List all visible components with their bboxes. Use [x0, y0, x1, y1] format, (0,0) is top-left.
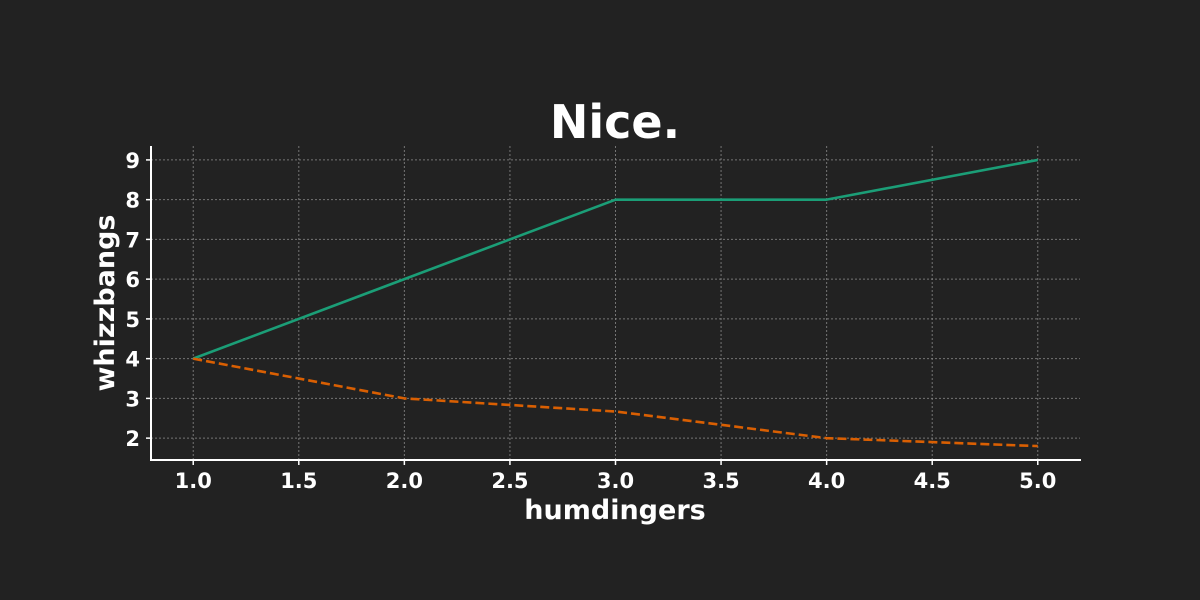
x-tick-label: 5.0 [1019, 469, 1056, 493]
x-ticks: 1.0 1.5 2.0 2.5 3.0 3.5 4.0 4.5 5.0 [175, 460, 1056, 493]
y-tick-label: 2 [125, 427, 140, 451]
x-tick-label: 4.0 [808, 469, 845, 493]
y-tick-label: 4 [125, 348, 140, 372]
x-tick-label: 2.5 [491, 469, 528, 493]
x-tick-label: 1.5 [280, 469, 317, 493]
y-tick-label: 3 [125, 387, 140, 411]
y-tick-label: 5 [125, 308, 140, 332]
series-lines [192, 158, 1039, 448]
series-line-1 [192, 158, 1039, 360]
y-axis-label: whizzbangs [90, 214, 121, 391]
x-tick-label: 3.5 [702, 469, 739, 493]
x-tick-label: 3.0 [597, 469, 634, 493]
x-tick-label: 4.5 [914, 469, 951, 493]
y-tick-label: 9 [125, 149, 140, 173]
series-line-2 [192, 357, 1038, 448]
x-axis-label: humdingers [524, 495, 705, 526]
y-tick-label: 7 [125, 228, 140, 252]
y-tick-label: 6 [125, 268, 140, 292]
x-tick-label: 2.0 [386, 469, 423, 493]
grid [151, 146, 1080, 460]
chart-title: Nice. [550, 95, 680, 149]
y-ticks: 2 3 4 5 6 7 8 9 [125, 149, 151, 451]
y-tick-label: 8 [125, 189, 140, 213]
x-tick-label: 1.0 [175, 469, 212, 493]
